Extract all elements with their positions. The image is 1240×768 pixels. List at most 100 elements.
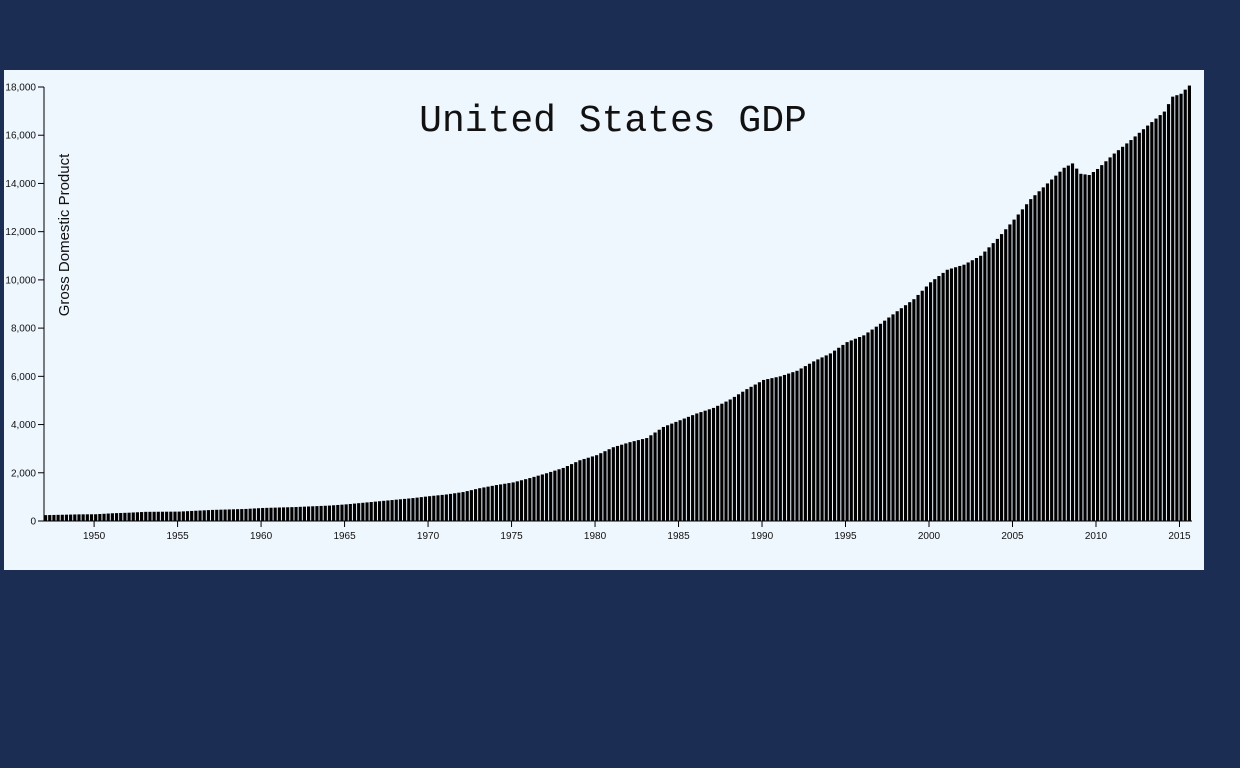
bar xyxy=(895,311,899,521)
bar xyxy=(140,512,144,521)
y-tick-label: 6,000 xyxy=(11,372,36,383)
bar xyxy=(791,372,795,521)
bar xyxy=(795,370,799,521)
bar xyxy=(465,491,469,521)
bar xyxy=(515,481,519,521)
bar xyxy=(1066,165,1070,521)
bar xyxy=(561,467,565,521)
bar xyxy=(48,515,52,521)
x-tick-label: 1955 xyxy=(166,531,189,542)
bar xyxy=(999,234,1004,521)
bar xyxy=(1154,118,1158,521)
bar xyxy=(611,447,615,521)
bar xyxy=(636,440,640,521)
bar xyxy=(119,512,123,521)
bar xyxy=(332,505,336,521)
bar xyxy=(628,442,632,521)
bar xyxy=(1025,204,1029,522)
bar xyxy=(114,513,119,521)
bar xyxy=(874,326,878,521)
bar xyxy=(382,500,386,521)
bar xyxy=(653,432,657,521)
bar xyxy=(933,279,937,521)
bar xyxy=(1016,214,1020,522)
bar xyxy=(603,451,607,521)
bar xyxy=(373,501,377,521)
bar xyxy=(1179,93,1183,521)
bar xyxy=(123,512,127,521)
bar xyxy=(1037,191,1041,521)
x-tick-label: 1960 xyxy=(250,531,273,542)
bar xyxy=(223,509,227,521)
bar xyxy=(302,506,306,521)
bar xyxy=(377,501,382,521)
bar xyxy=(185,511,190,521)
bar xyxy=(69,514,73,521)
bar xyxy=(741,391,745,521)
y-tick-label: 18,000 xyxy=(5,83,36,94)
bar xyxy=(1041,187,1045,522)
bar xyxy=(1104,161,1108,521)
bar xyxy=(649,435,653,521)
bar xyxy=(394,499,398,521)
bar xyxy=(219,509,223,521)
bar xyxy=(607,449,611,521)
bar xyxy=(799,368,803,521)
bar xyxy=(1137,132,1141,521)
x-tick-label: 2000 xyxy=(918,531,941,542)
bar xyxy=(448,493,453,522)
bars-group xyxy=(44,85,1191,522)
bar xyxy=(403,498,407,521)
bar xyxy=(595,455,599,521)
bar xyxy=(1058,171,1062,521)
bar xyxy=(135,512,140,521)
bar xyxy=(716,405,720,521)
bar xyxy=(1075,168,1079,521)
bar xyxy=(319,505,323,521)
bar xyxy=(106,513,110,521)
bar xyxy=(832,350,837,521)
bar xyxy=(1108,157,1112,521)
bar xyxy=(244,508,248,521)
bar xyxy=(231,509,236,521)
bar xyxy=(194,510,198,521)
bar xyxy=(419,497,423,521)
bar xyxy=(841,344,845,521)
bar xyxy=(578,460,582,521)
bar xyxy=(1087,175,1091,521)
bar xyxy=(887,317,891,521)
bar xyxy=(1029,199,1033,521)
bar xyxy=(1125,143,1129,522)
bar xyxy=(453,493,457,521)
bar xyxy=(177,511,181,521)
bar xyxy=(198,510,202,521)
y-tick-label: 12,000 xyxy=(5,227,36,238)
bar xyxy=(858,337,862,521)
bar xyxy=(190,510,194,521)
bar xyxy=(89,514,94,521)
bar xyxy=(937,276,941,521)
bar xyxy=(181,511,185,521)
bar xyxy=(803,366,807,521)
bar xyxy=(286,507,290,521)
bar xyxy=(357,503,361,521)
bar xyxy=(1129,140,1133,521)
bar xyxy=(691,415,695,521)
bar xyxy=(891,314,895,521)
bar xyxy=(365,502,369,521)
bar xyxy=(215,509,219,521)
bar xyxy=(615,445,620,521)
bar xyxy=(486,486,490,521)
bar xyxy=(131,512,135,521)
x-tick-label: 1995 xyxy=(834,531,857,542)
bar xyxy=(1050,179,1054,521)
bar xyxy=(770,378,774,521)
y-axis-label: Gross Domestic Product xyxy=(56,153,73,316)
bar xyxy=(444,494,448,521)
bar xyxy=(707,409,711,521)
chart-panel: United States GDP Gross Domestic Product… xyxy=(4,70,1204,570)
bar xyxy=(544,473,549,521)
bar xyxy=(549,471,553,521)
bar xyxy=(298,506,302,521)
bar xyxy=(899,308,903,521)
